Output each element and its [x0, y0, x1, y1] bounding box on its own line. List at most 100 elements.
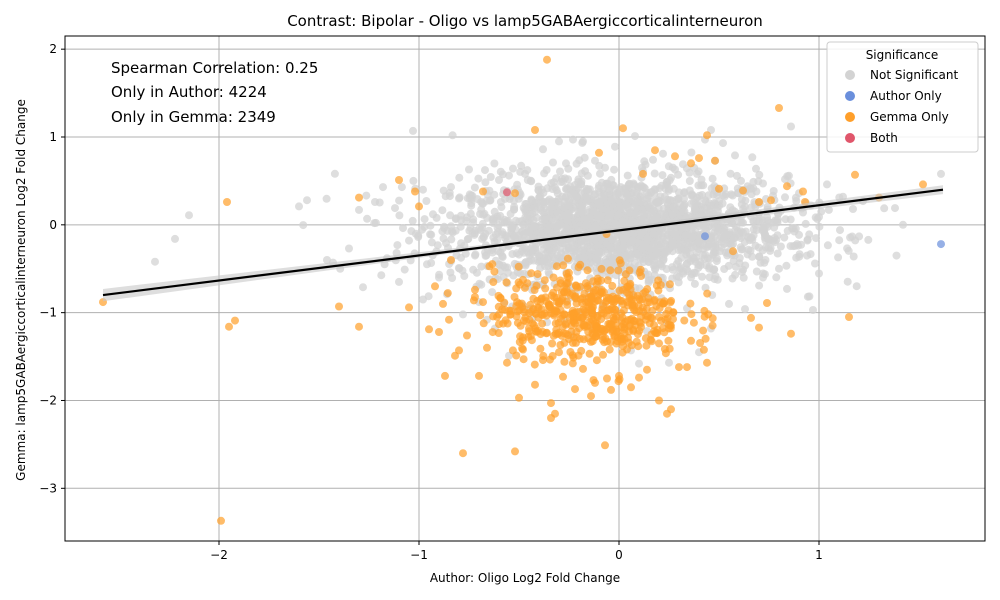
- y-tick-label: −3: [39, 481, 57, 495]
- point-gemma-only: [620, 335, 629, 344]
- point-not-significant: [486, 173, 495, 181]
- point-not-significant: [732, 222, 741, 231]
- point-gemma-only: [587, 295, 596, 304]
- point-not-significant: [789, 224, 798, 233]
- x-tick-label: 0: [615, 548, 623, 562]
- point-not-significant: [508, 223, 517, 232]
- point-not-significant: [805, 230, 814, 239]
- point-not-significant: [687, 270, 696, 279]
- regression-line-group: [102, 185, 944, 302]
- point-not-significant: [791, 241, 799, 250]
- point-not-significant: [515, 250, 523, 259]
- point-gemma-only: [463, 331, 471, 340]
- point-not-significant: [379, 183, 387, 192]
- point-not-significant: [377, 271, 386, 280]
- point-gemma-only: [767, 196, 775, 205]
- point-gemma-only: [231, 316, 239, 325]
- point-not-significant: [467, 201, 476, 210]
- point-gemma-only: [606, 266, 615, 275]
- point-not-significant: [815, 269, 823, 278]
- point-gemma-only: [583, 266, 592, 275]
- point-not-significant: [652, 214, 661, 223]
- point-gemma-only: [619, 124, 627, 133]
- point-not-significant: [558, 254, 567, 263]
- point-not-significant: [700, 254, 709, 263]
- point-not-significant: [469, 265, 478, 274]
- point-not-significant: [672, 260, 681, 269]
- point-not-significant: [602, 179, 611, 188]
- point-not-significant: [643, 234, 652, 242]
- point-not-significant: [811, 259, 819, 268]
- point-not-significant: [651, 261, 659, 270]
- point-gemma-only: [630, 317, 639, 326]
- point-gemma-only: [566, 348, 575, 356]
- point-gemma-only: [610, 305, 619, 314]
- point-not-significant: [465, 165, 473, 174]
- point-gemma-only: [620, 276, 629, 285]
- point-not-significant: [864, 235, 873, 244]
- point-author-only: [701, 232, 709, 241]
- point-not-significant: [397, 183, 406, 192]
- point-not-significant: [566, 182, 574, 191]
- point-gemma-only: [562, 269, 571, 278]
- point-gemma-only: [560, 357, 569, 366]
- point-not-significant: [477, 280, 486, 289]
- point-gemma-only: [654, 276, 663, 285]
- point-not-significant: [685, 168, 694, 177]
- point-not-significant: [681, 231, 690, 240]
- point-not-significant: [553, 189, 562, 198]
- point-gemma-only: [479, 298, 487, 307]
- point-not-significant: [400, 265, 409, 274]
- point-gemma-only: [683, 363, 691, 372]
- point-not-significant: [719, 139, 727, 148]
- point-gemma-only: [703, 289, 712, 298]
- point-not-significant: [521, 260, 530, 268]
- point-not-significant: [446, 268, 455, 277]
- point-not-significant: [755, 170, 764, 179]
- point-not-significant: [748, 153, 757, 162]
- point-not-significant: [418, 225, 426, 234]
- point-not-significant: [547, 199, 556, 208]
- point-not-significant: [660, 250, 669, 258]
- point-not-significant: [880, 204, 889, 213]
- point-not-significant: [409, 176, 418, 185]
- point-not-significant: [489, 216, 498, 225]
- point-not-significant: [688, 190, 696, 199]
- point-not-significant: [780, 233, 789, 242]
- point-not-significant: [899, 220, 907, 229]
- point-not-significant: [649, 240, 658, 249]
- point-not-significant: [683, 224, 692, 233]
- point-not-significant: [459, 310, 467, 319]
- point-not-significant: [764, 234, 773, 243]
- point-gemma-only: [729, 247, 737, 256]
- point-not-significant: [498, 261, 507, 270]
- x-tick-label: 1: [815, 548, 823, 562]
- point-not-significant: [812, 234, 820, 243]
- point-not-significant: [709, 249, 718, 258]
- point-gemma-only: [603, 276, 612, 285]
- point-gemma-only: [687, 310, 696, 319]
- point-not-significant: [787, 122, 795, 131]
- point-gemma-only: [655, 313, 664, 321]
- point-gemma-only: [551, 409, 559, 418]
- point-both: [503, 188, 511, 197]
- point-not-significant: [484, 226, 493, 235]
- point-not-significant: [571, 197, 580, 205]
- point-not-significant: [648, 275, 656, 284]
- point-gemma-only: [703, 358, 711, 367]
- legend-label-both: Both: [870, 131, 898, 145]
- point-not-significant: [466, 209, 475, 218]
- point-gemma-only: [787, 329, 795, 338]
- annotation-author-only: Only in Author: 4224: [111, 83, 267, 101]
- point-not-significant: [669, 202, 678, 211]
- point-gemma-only: [783, 182, 791, 191]
- point-gemma-only: [655, 304, 664, 313]
- point-not-significant: [463, 235, 472, 244]
- point-not-significant: [849, 252, 858, 261]
- point-not-significant: [815, 212, 823, 221]
- point-not-significant: [526, 245, 535, 253]
- point-gemma-only: [597, 315, 606, 323]
- point-gemma-only: [577, 346, 586, 355]
- point-not-significant: [634, 251, 643, 260]
- point-not-significant: [720, 265, 729, 273]
